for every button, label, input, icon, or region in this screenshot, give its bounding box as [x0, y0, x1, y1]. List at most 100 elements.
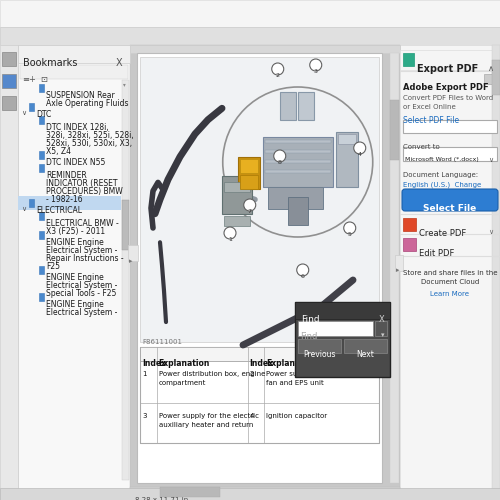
Bar	[2, 96, 16, 110]
Bar	[403, 238, 416, 251]
Bar	[39, 212, 44, 220]
Text: 3: 3	[142, 413, 146, 419]
Bar	[344, 339, 387, 353]
Text: X3 (F25) - 2011: X3 (F25) - 2011	[46, 227, 105, 236]
Text: INDICATOR (RESET: INDICATOR (RESET	[46, 179, 118, 188]
Circle shape	[272, 63, 283, 75]
Bar	[39, 84, 44, 92]
Bar	[122, 80, 129, 480]
FancyBboxPatch shape	[402, 189, 498, 211]
Bar	[238, 157, 260, 189]
Text: compartment: compartment	[158, 380, 206, 386]
Text: - 1982-16: - 1982-16	[46, 195, 82, 204]
Text: X5, Z4: X5, Z4	[46, 147, 71, 156]
Bar	[2, 52, 16, 66]
Bar	[280, 92, 295, 120]
Circle shape	[244, 199, 256, 211]
Text: SUSPENSION Rear: SUSPENSION Rear	[46, 91, 115, 100]
Bar	[137, 53, 382, 483]
Bar	[0, 0, 500, 27]
Text: F86111001: F86111001	[142, 339, 182, 345]
Text: Select PDF File: Select PDF File	[403, 116, 459, 125]
Text: or Excel Online: or Excel Online	[403, 104, 456, 110]
Bar	[20, 65, 128, 79]
Text: DTC: DTC	[36, 110, 52, 119]
Text: 1: 1	[228, 237, 232, 242]
Bar	[18, 45, 132, 500]
Bar	[298, 92, 314, 120]
Bar	[130, 45, 400, 53]
Text: 528xi, 530i, 530xi, X3,: 528xi, 530i, 530xi, X3,	[46, 139, 132, 148]
Text: Find: Find	[301, 315, 320, 324]
Text: ∨: ∨	[488, 157, 493, 163]
Bar	[264, 150, 330, 153]
Text: Find: Find	[300, 332, 318, 341]
Text: ▾: ▾	[123, 82, 126, 87]
Text: ⊡: ⊡	[40, 75, 47, 84]
Text: Repair Instructions -: Repair Instructions -	[46, 254, 124, 263]
Text: Explanation: Explanation	[158, 359, 210, 368]
Bar	[39, 151, 44, 159]
Bar	[492, 60, 500, 95]
Text: Index: Index	[250, 359, 274, 368]
Bar	[395, 255, 403, 271]
Text: ∧: ∧	[488, 64, 494, 73]
Bar	[268, 187, 322, 209]
Text: DTC INDEX 128i,: DTC INDEX 128i,	[46, 123, 109, 132]
Text: 4: 4	[358, 152, 362, 157]
Text: ∨: ∨	[21, 110, 26, 116]
Bar	[39, 116, 44, 124]
Text: 2: 2	[276, 73, 280, 78]
Bar	[224, 182, 250, 192]
Text: Convert PDF Files to Word: Convert PDF Files to Word	[403, 95, 493, 101]
Text: Learn More: Learn More	[430, 291, 470, 297]
Bar	[122, 200, 129, 250]
Text: ∨: ∨	[21, 206, 26, 212]
Bar	[400, 45, 500, 500]
Text: Next: Next	[356, 350, 374, 359]
Text: ENGINE Engine: ENGINE Engine	[46, 238, 104, 247]
Text: 6: 6	[301, 274, 304, 279]
Text: ▸: ▸	[396, 267, 400, 273]
Text: X: X	[116, 58, 122, 68]
Circle shape	[224, 227, 236, 239]
Bar	[375, 321, 387, 336]
Text: ELECTRICAL: ELECTRICAL	[36, 206, 82, 215]
Bar	[240, 175, 258, 189]
Text: ▾: ▾	[381, 332, 384, 338]
Bar	[29, 199, 34, 207]
Text: Microsoft Word (*.docx): Microsoft Word (*.docx)	[405, 157, 479, 162]
Bar	[262, 137, 332, 187]
Bar	[492, 45, 500, 500]
Bar	[130, 487, 400, 497]
Text: Export PDF: Export PDF	[417, 64, 478, 74]
Bar	[39, 266, 44, 274]
Bar	[295, 302, 390, 377]
Text: Index: Index	[142, 359, 166, 368]
Text: 4: 4	[250, 413, 254, 419]
Text: 7: 7	[248, 209, 252, 214]
Bar	[390, 100, 399, 160]
Bar	[403, 53, 414, 66]
Bar	[29, 103, 34, 111]
Bar	[0, 27, 500, 45]
Text: English (U.S.)  Change: English (U.S.) Change	[403, 182, 481, 188]
Bar	[0, 488, 500, 500]
Bar	[288, 197, 308, 225]
Text: REMINDER: REMINDER	[46, 171, 87, 180]
Bar	[264, 170, 330, 173]
Bar	[39, 164, 44, 172]
Text: F25: F25	[46, 262, 60, 271]
Text: Edit PDF: Edit PDF	[419, 249, 454, 258]
Text: 5: 5	[348, 232, 352, 237]
Text: ▸: ▸	[129, 258, 132, 264]
Text: 2: 2	[250, 371, 254, 377]
Text: ENGINE Engine: ENGINE Engine	[46, 273, 104, 282]
Text: ELECTRICAL BMW -: ELECTRICAL BMW -	[46, 219, 119, 228]
Text: Document Language:: Document Language:	[403, 172, 478, 178]
Bar	[2, 74, 16, 88]
Text: PROCEDURES) BMW: PROCEDURES) BMW	[46, 187, 123, 196]
Bar	[295, 302, 390, 319]
Text: Bookmarks: Bookmarks	[23, 58, 78, 68]
Text: DTC INDEX N55: DTC INDEX N55	[46, 158, 106, 167]
